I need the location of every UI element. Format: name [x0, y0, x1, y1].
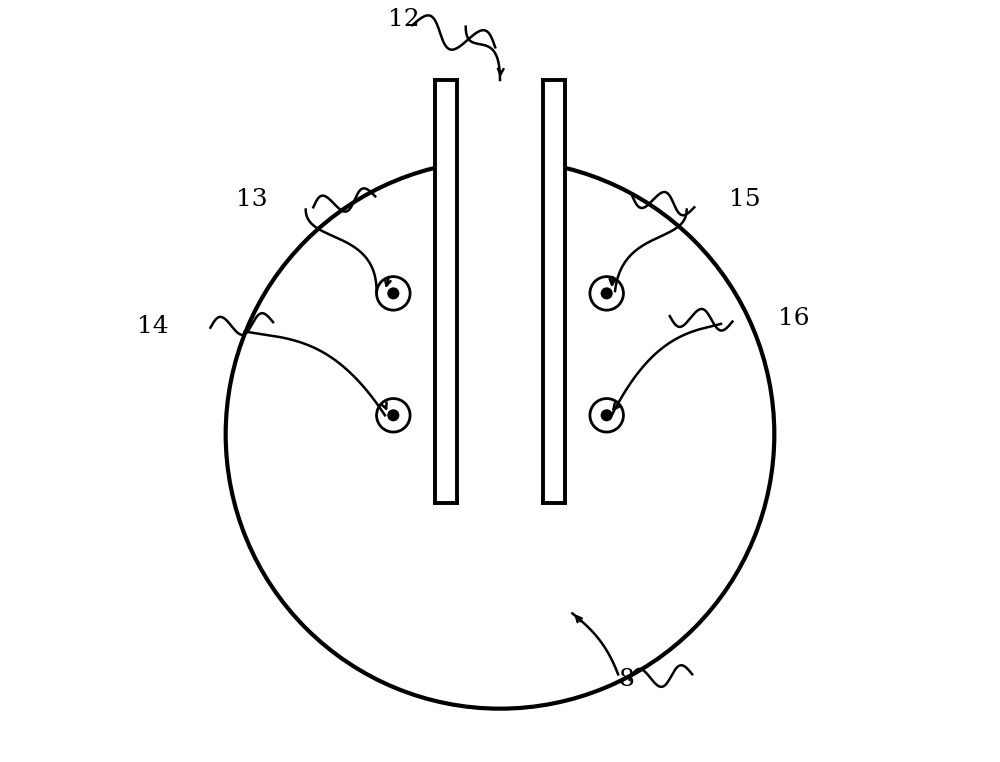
Text: 15: 15 — [729, 188, 760, 211]
Text: 8: 8 — [618, 668, 634, 691]
Text: 14: 14 — [137, 315, 169, 338]
Circle shape — [590, 399, 623, 432]
Circle shape — [601, 288, 612, 299]
Circle shape — [377, 277, 410, 310]
Circle shape — [388, 288, 399, 299]
Text: 13: 13 — [236, 188, 268, 211]
Circle shape — [377, 399, 410, 432]
Text: 12: 12 — [388, 8, 420, 30]
Text: 16: 16 — [778, 307, 810, 330]
Circle shape — [590, 277, 623, 310]
Circle shape — [601, 410, 612, 421]
Polygon shape — [435, 80, 565, 503]
Circle shape — [388, 410, 399, 421]
